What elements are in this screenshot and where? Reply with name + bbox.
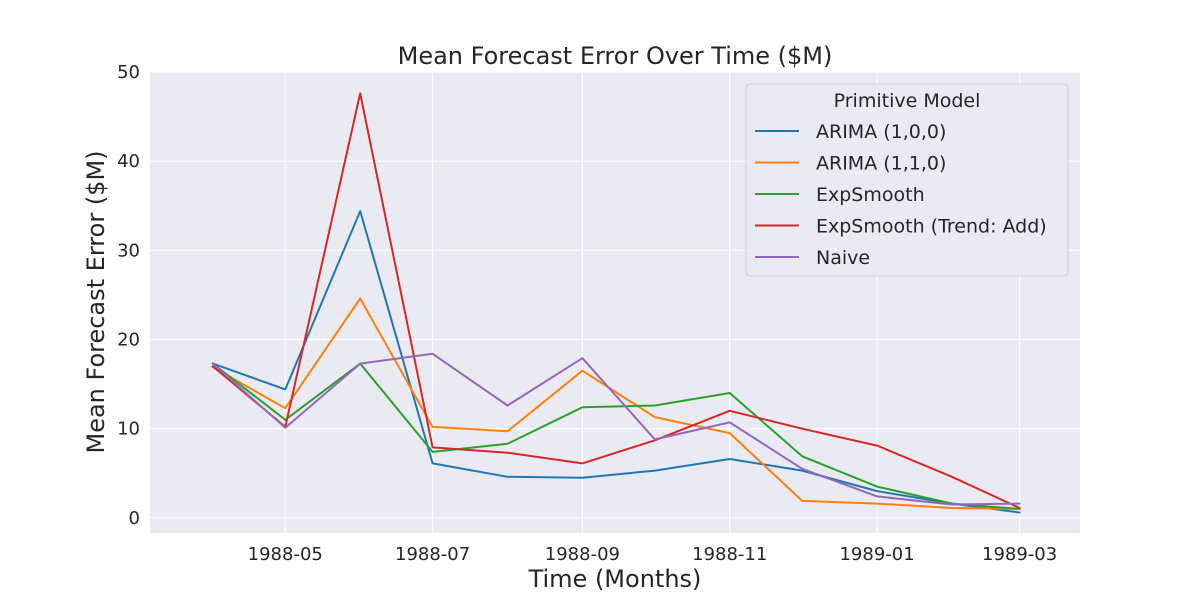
- series-line: [211, 297, 1021, 510]
- legend-box: [745, 83, 1069, 277]
- legend-label: ARIMA (1,0,0): [816, 121, 946, 143]
- x-tick-label: 1988-11: [692, 544, 767, 565]
- y-tick-label: 0: [129, 508, 140, 529]
- x-tick-label: 1988-09: [545, 544, 620, 565]
- series-line: [211, 352, 1021, 506]
- series-line: [211, 210, 1021, 514]
- legend-title: Primitive Model: [834, 90, 981, 112]
- x-tick-label: 1988-05: [248, 544, 323, 565]
- legend-label: ExpSmooth: [816, 184, 925, 206]
- y-axis-label: Mean Forecast Error ($M): [82, 150, 110, 453]
- x-tick-label: 1989-03: [982, 544, 1057, 565]
- series-line: [211, 362, 1021, 510]
- legend-label: Naive: [816, 247, 870, 269]
- legend-label: ARIMA (1,1,0): [816, 153, 946, 175]
- y-tick-label: 20: [117, 330, 140, 351]
- series-layer: [211, 92, 1021, 514]
- y-tick-label: 30: [117, 240, 140, 261]
- y-tick-label: 40: [117, 151, 140, 172]
- legend-label: ExpSmooth (Trend: Add): [816, 216, 1047, 238]
- chart-title: Mean Forecast Error Over Time ($M): [398, 42, 833, 70]
- x-axis-label: Time (Months): [528, 565, 702, 593]
- legend: Primitive Model ARIMA (1,0,0) ARIMA (1,1,…: [745, 83, 1069, 277]
- legend-items: ARIMA (1,0,0) ARIMA (1,1,0) ExpSmooth ExpSm…: [755, 121, 1047, 269]
- y-tick-label: 50: [117, 62, 140, 83]
- series-line: [211, 92, 1021, 509]
- tick-labels: 0 10 20 30 40 50 1988-05 1988-07 1988-09 1988-11 1…: [117, 62, 1057, 565]
- y-tick-label: 10: [117, 419, 140, 440]
- x-tick-label: 1988-07: [395, 544, 470, 565]
- x-tick-label: 1989-01: [839, 544, 914, 565]
